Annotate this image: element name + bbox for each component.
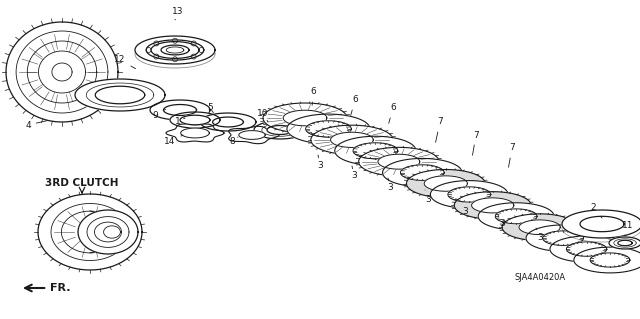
- Text: 6: 6: [310, 87, 316, 105]
- Text: 3: 3: [498, 215, 505, 228]
- Polygon shape: [146, 40, 204, 60]
- Polygon shape: [254, 121, 306, 139]
- Polygon shape: [6, 22, 118, 122]
- Polygon shape: [618, 240, 632, 246]
- Text: 5: 5: [207, 103, 213, 113]
- Text: 12: 12: [115, 56, 136, 69]
- Polygon shape: [478, 203, 554, 230]
- Polygon shape: [580, 216, 624, 232]
- Polygon shape: [495, 209, 537, 224]
- Polygon shape: [543, 231, 584, 245]
- Polygon shape: [311, 125, 393, 154]
- Polygon shape: [330, 132, 373, 147]
- Polygon shape: [287, 114, 370, 144]
- Text: 10: 10: [257, 108, 269, 122]
- Text: 7: 7: [472, 130, 479, 155]
- Text: 3: 3: [462, 202, 468, 217]
- Polygon shape: [378, 154, 420, 169]
- Polygon shape: [383, 159, 462, 187]
- Text: 11: 11: [622, 220, 634, 235]
- Polygon shape: [161, 45, 189, 55]
- Polygon shape: [550, 236, 623, 262]
- Polygon shape: [38, 194, 142, 270]
- Text: 6: 6: [388, 103, 396, 123]
- Polygon shape: [166, 124, 224, 142]
- Polygon shape: [306, 121, 351, 137]
- Text: FR.: FR.: [25, 283, 70, 293]
- Text: 7: 7: [436, 117, 443, 142]
- Text: 3: 3: [317, 155, 323, 169]
- Text: 13: 13: [172, 8, 184, 20]
- Polygon shape: [75, 79, 165, 111]
- Polygon shape: [566, 242, 607, 256]
- Polygon shape: [283, 110, 327, 126]
- Text: 2: 2: [590, 204, 602, 218]
- Polygon shape: [519, 220, 560, 234]
- Polygon shape: [502, 214, 577, 241]
- Polygon shape: [590, 253, 630, 267]
- Polygon shape: [170, 112, 220, 128]
- Polygon shape: [52, 63, 72, 81]
- Text: 1: 1: [175, 117, 185, 127]
- Polygon shape: [526, 225, 600, 251]
- Polygon shape: [472, 198, 514, 213]
- Polygon shape: [401, 165, 444, 181]
- Polygon shape: [574, 247, 640, 273]
- Polygon shape: [562, 210, 640, 238]
- Polygon shape: [228, 126, 279, 144]
- Text: 3: 3: [536, 228, 543, 241]
- Polygon shape: [406, 169, 485, 197]
- Polygon shape: [430, 181, 508, 208]
- Polygon shape: [200, 113, 256, 131]
- Polygon shape: [353, 143, 397, 159]
- Polygon shape: [335, 136, 416, 165]
- Polygon shape: [358, 147, 439, 176]
- Text: 3RD CLUTCH: 3RD CLUTCH: [45, 178, 119, 188]
- Text: 14: 14: [164, 135, 183, 146]
- Text: 7: 7: [509, 144, 515, 167]
- Text: 4: 4: [25, 121, 47, 130]
- Polygon shape: [267, 125, 293, 135]
- Text: SJA4A0420A: SJA4A0420A: [515, 273, 566, 283]
- Text: 9: 9: [152, 109, 166, 120]
- Text: 3: 3: [351, 166, 357, 181]
- Polygon shape: [609, 237, 640, 249]
- Polygon shape: [166, 47, 184, 53]
- Polygon shape: [95, 86, 145, 104]
- Polygon shape: [135, 36, 215, 64]
- Polygon shape: [212, 117, 243, 127]
- Polygon shape: [163, 105, 196, 115]
- Polygon shape: [239, 130, 265, 139]
- Polygon shape: [78, 210, 138, 254]
- Text: 8: 8: [229, 137, 238, 146]
- Text: 3: 3: [387, 178, 393, 192]
- Polygon shape: [263, 103, 347, 133]
- Polygon shape: [150, 100, 210, 120]
- Polygon shape: [104, 226, 120, 238]
- Polygon shape: [180, 128, 209, 138]
- Polygon shape: [151, 41, 199, 58]
- Text: 3: 3: [425, 190, 431, 204]
- Text: 6: 6: [351, 95, 358, 115]
- Polygon shape: [180, 115, 210, 125]
- Polygon shape: [448, 187, 491, 202]
- Polygon shape: [424, 176, 467, 191]
- Polygon shape: [454, 192, 531, 219]
